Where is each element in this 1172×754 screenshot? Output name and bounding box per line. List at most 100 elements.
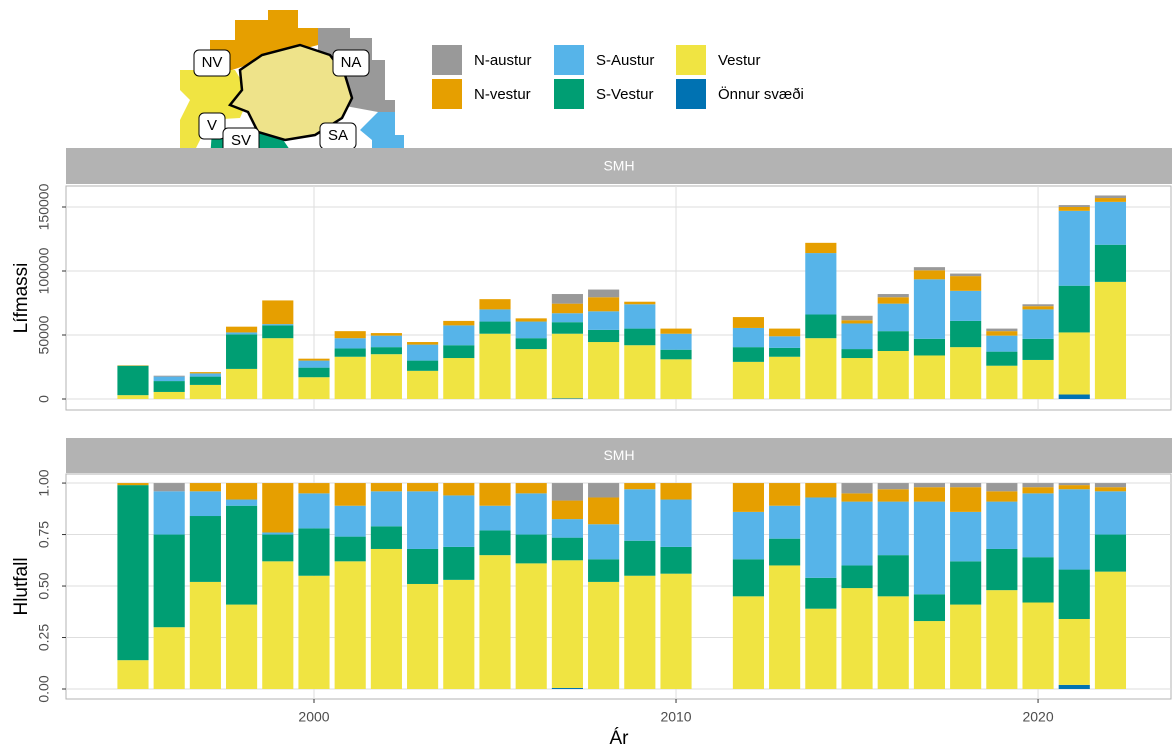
- bar-segment: [878, 331, 909, 351]
- legend-label: N-vestur: [474, 86, 531, 103]
- bar-segment: [479, 309, 510, 321]
- bar-segment: [335, 331, 366, 338]
- bar-segment: [1022, 603, 1053, 689]
- legend-label: N-austur: [474, 52, 532, 69]
- bar-segment: [443, 358, 474, 399]
- bar-segment: [552, 483, 583, 501]
- bar-segment: [190, 491, 221, 516]
- bar-segment: [407, 491, 438, 549]
- bar-segment: [660, 329, 691, 334]
- bar-segment: [443, 580, 474, 689]
- bar-segment: [552, 538, 583, 561]
- bar-segment: [190, 373, 221, 376]
- bar-segment: [371, 549, 402, 689]
- bar-segment: [914, 483, 945, 487]
- bar-segment: [914, 355, 945, 399]
- bar-segment: [950, 487, 981, 512]
- bar-segment: [1095, 245, 1126, 282]
- bar-segment: [479, 506, 510, 531]
- bar-segment: [335, 483, 366, 506]
- bar-segment: [516, 563, 547, 689]
- map-label: SV: [231, 132, 251, 149]
- bar-segment: [335, 537, 366, 562]
- y-axis-title: Hlutfall: [11, 557, 32, 615]
- bar-segment: [117, 485, 148, 660]
- bar-segment: [443, 547, 474, 580]
- bar-segment: [588, 290, 619, 298]
- bar-segment: [1059, 211, 1090, 286]
- bar-segment: [262, 300, 293, 324]
- legend-swatch: [432, 79, 462, 109]
- y-tick-label: 0.00: [36, 675, 52, 702]
- bar-segment: [805, 578, 836, 609]
- bar-segment: [117, 395, 148, 399]
- bar-segment: [950, 347, 981, 399]
- bar-segment: [1059, 483, 1090, 485]
- bar-segment: [660, 547, 691, 574]
- y-tick-label: 1.00: [36, 469, 52, 496]
- bar-segment: [624, 489, 655, 540]
- bar-segment: [154, 491, 185, 534]
- bar-segment: [335, 506, 366, 537]
- bar-segment: [371, 526, 402, 549]
- bar-segment: [226, 506, 257, 605]
- bar-segment: [733, 362, 764, 399]
- bar-segment: [588, 311, 619, 330]
- bar-segment: [986, 331, 1017, 335]
- bar-segment: [660, 359, 691, 399]
- bar-segment: [914, 267, 945, 270]
- legend-label: S-Vestur: [596, 86, 654, 103]
- bar-segment: [624, 541, 655, 576]
- bar-segment: [950, 483, 981, 487]
- y-tick-label: 0.50: [36, 572, 52, 599]
- bar-segment: [552, 294, 583, 304]
- bar-segment: [117, 660, 148, 689]
- bar-segment: [841, 502, 872, 566]
- bar-segment: [1022, 304, 1053, 306]
- bar-segment: [1095, 483, 1126, 487]
- bar-segment: [552, 334, 583, 399]
- bar-segment: [769, 565, 800, 689]
- y-tick-label: 0.75: [36, 521, 52, 548]
- y-tick-label: 0: [36, 395, 52, 403]
- bar-segment: [516, 322, 547, 339]
- strip-label: SMH: [603, 158, 634, 174]
- bar-segment: [624, 302, 655, 305]
- bar-segment: [841, 316, 872, 320]
- bar-segment: [660, 483, 691, 499]
- y-axis-title: Lífmassi: [11, 263, 32, 334]
- bar-segment: [262, 483, 293, 532]
- bar-segment: [878, 489, 909, 501]
- bar-segment: [588, 297, 619, 311]
- map-label: SA: [328, 127, 348, 144]
- bar-segment: [443, 325, 474, 345]
- bar-segment: [552, 688, 583, 689]
- bar-segment: [226, 332, 257, 334]
- bar-segment: [1095, 572, 1126, 689]
- bar-segment: [1022, 360, 1053, 399]
- bar-segment: [371, 336, 402, 348]
- bar-segment: [1059, 207, 1090, 211]
- bar-segment: [769, 483, 800, 506]
- bar-segment: [407, 371, 438, 399]
- bar-segment: [190, 377, 221, 385]
- bar-segment: [986, 590, 1017, 689]
- inset-map: NV NA V SV SA: [180, 10, 404, 165]
- bar-segment: [878, 502, 909, 556]
- bar-segment: [733, 596, 764, 689]
- bar-segment: [190, 372, 221, 373]
- bar-segment: [1022, 487, 1053, 493]
- bar-segment: [624, 483, 655, 489]
- bar-segment: [950, 512, 981, 561]
- bar-segment: [117, 366, 148, 395]
- map-label: NA: [341, 54, 362, 71]
- bar-segment: [1059, 205, 1090, 207]
- bar-segment: [552, 304, 583, 314]
- bar-segment: [516, 338, 547, 349]
- bar-segment: [479, 334, 510, 399]
- y-tick-label: 100000: [36, 247, 52, 294]
- bar-segment: [914, 621, 945, 689]
- bar-segment: [1059, 570, 1090, 619]
- bar-segment: [226, 327, 257, 333]
